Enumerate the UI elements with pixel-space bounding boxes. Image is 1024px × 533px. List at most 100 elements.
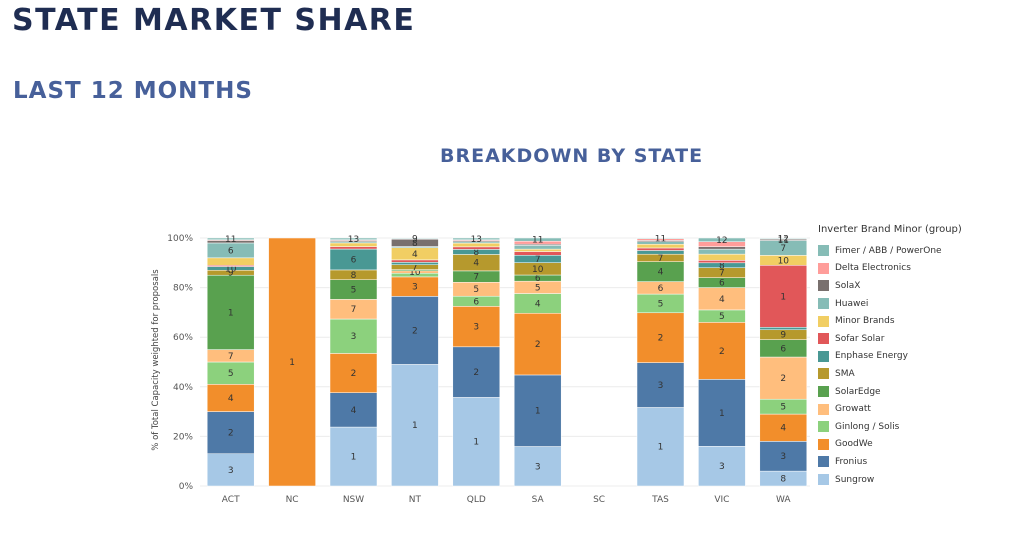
data-label: 6 — [719, 279, 725, 289]
bar-segment — [759, 327, 808, 331]
x-tick-label: WA — [776, 495, 791, 505]
y-tick-label: 80% — [173, 284, 193, 294]
bar-segment — [513, 237, 562, 242]
data-label: 13 — [471, 235, 482, 245]
legend-swatch — [818, 438, 829, 450]
data-label: 7 — [535, 255, 541, 265]
legend-swatch — [818, 368, 829, 380]
x-tick-label: VIC — [714, 495, 729, 505]
data-label: 2 — [535, 340, 541, 350]
legend-item[interactable]: Delta Electronics — [818, 260, 1018, 278]
data-label: 4 — [351, 406, 357, 416]
legend-item[interactable]: Minor Brands — [818, 312, 1018, 330]
bar-segment — [759, 237, 808, 239]
legend-item[interactable]: Ginlong / Solis — [818, 418, 1018, 436]
bar-segment — [636, 407, 685, 487]
page-title: STATE MARKET SHARE — [12, 3, 416, 38]
data-label: 11 — [225, 235, 236, 245]
legend-swatch — [818, 421, 829, 433]
data-label: 1 — [228, 308, 234, 318]
data-label: 3 — [780, 452, 786, 462]
data-label: 6 — [535, 274, 541, 284]
data-label: 10 — [532, 265, 544, 275]
data-label: 1 — [719, 409, 725, 419]
legend-item[interactable]: Fimer / ABB / PowerOne — [818, 242, 1018, 260]
legend-swatch — [818, 456, 829, 468]
bar-segment — [698, 237, 746, 242]
data-label: 1 — [351, 453, 357, 463]
legend-item[interactable]: SMA — [818, 365, 1018, 383]
bar-segment — [636, 362, 685, 408]
data-label: 6 — [473, 297, 479, 307]
legend-item[interactable]: Growatt — [818, 400, 1018, 418]
legend-label: Enphase Energy — [835, 351, 908, 362]
data-label: 7 — [658, 254, 664, 264]
bar-segment — [391, 262, 439, 265]
legend-item[interactable]: Huawei — [818, 295, 1018, 313]
bar-segment — [206, 257, 255, 266]
bar-segment — [452, 346, 501, 398]
data-label: 10 — [225, 264, 237, 274]
bar-segment — [513, 245, 562, 250]
y-tick-label: 0% — [179, 482, 194, 492]
data-label: 9 — [412, 234, 418, 244]
data-label: 9 — [780, 331, 786, 341]
legend-label: Fronius — [835, 456, 868, 467]
bar-segment — [452, 397, 501, 487]
data-label: 3 — [658, 381, 664, 391]
data-label: 1 — [780, 292, 786, 302]
bar-segment — [698, 446, 746, 487]
bar-segment — [698, 379, 746, 447]
legend-item[interactable]: Enphase Energy — [818, 348, 1018, 366]
data-label: 8 — [780, 475, 786, 485]
data-label: 11 — [655, 234, 666, 244]
legend-item[interactable]: Sungrow — [818, 471, 1018, 489]
bar-segment — [513, 313, 562, 376]
legend-swatch — [818, 474, 829, 486]
bar-segment — [329, 246, 378, 250]
data-label: 7 — [473, 273, 479, 283]
data-label: 5 — [780, 403, 786, 413]
bar-segment — [452, 306, 501, 348]
bar-segment — [329, 318, 378, 354]
bar-segment — [329, 426, 378, 487]
bar-segment — [391, 237, 439, 239]
data-label: 9 — [228, 269, 234, 279]
legend-item[interactable]: SolarEdge — [818, 383, 1018, 401]
bar-segment — [759, 413, 808, 442]
legend-swatch — [818, 333, 829, 345]
chart-legend: Inverter Brand Minor (group) Fimer / ABB… — [818, 224, 1018, 488]
data-label: 6 — [780, 344, 786, 354]
legend-swatch — [818, 403, 829, 415]
data-label: 1 — [535, 407, 541, 417]
data-label: 7 — [780, 244, 786, 254]
data-label: 1 — [658, 443, 664, 453]
x-tick-label: NC — [286, 495, 299, 505]
data-label: 10 — [778, 256, 790, 266]
legend-item[interactable]: Sofar Solar — [818, 330, 1018, 348]
bar-segment — [391, 259, 439, 263]
data-label: 1 — [412, 421, 418, 431]
y-tick-label: 100% — [167, 234, 193, 244]
y-tick-label: 20% — [173, 432, 193, 442]
bar-segment — [452, 237, 501, 241]
bar-segment — [698, 248, 746, 255]
data-label: 10 — [409, 268, 421, 278]
legend-title: Inverter Brand Minor (group) — [818, 224, 962, 235]
data-label: 1 — [473, 438, 479, 448]
legend-label: Sofar Solar — [835, 333, 885, 344]
legend-item[interactable]: GoodWe — [818, 436, 1018, 454]
x-tick-label: ACT — [222, 495, 240, 505]
bar-segment — [452, 246, 501, 250]
bar-segment — [513, 446, 562, 487]
data-label: 3 — [351, 332, 357, 342]
bar-segment — [329, 353, 378, 393]
legend-item[interactable]: Fronius — [818, 453, 1018, 471]
data-label: 2 — [412, 326, 418, 336]
chart-title: BREAKDOWN BY STATE — [440, 145, 704, 167]
legend-label: SolaX — [835, 280, 861, 291]
data-label: 7 — [412, 263, 418, 273]
data-label: 3 — [412, 283, 418, 293]
legend-swatch — [818, 386, 829, 398]
legend-item[interactable]: SolaX — [818, 277, 1018, 295]
